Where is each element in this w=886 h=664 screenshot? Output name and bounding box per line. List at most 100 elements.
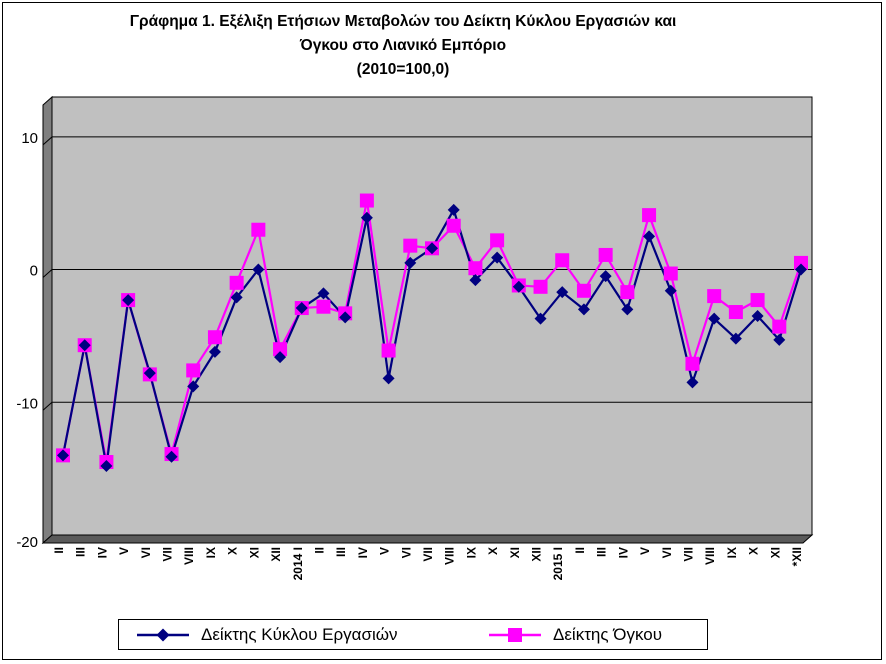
x-tick-label: VII <box>161 547 175 562</box>
data-point-volume <box>685 356 700 371</box>
data-point-turnover <box>773 333 786 346</box>
data-point-turnover <box>230 291 243 304</box>
x-tick-label: XII <box>530 547 544 562</box>
data-point-turnover <box>469 274 482 287</box>
chart-title-line-1: Γράφημα 1. Εξέλιξη Ετήσιων Μεταβολών του… <box>129 13 677 30</box>
x-tick-label: *XII <box>790 547 804 566</box>
data-point-volume <box>663 266 678 281</box>
gridline-side <box>42 269 53 278</box>
y-tick-label: 10 <box>21 130 38 147</box>
data-point-volume <box>642 208 657 223</box>
data-point-turnover <box>78 339 91 352</box>
data-point-volume <box>490 233 505 248</box>
x-tick-label: II <box>52 547 66 554</box>
data-point-turnover <box>317 287 330 300</box>
data-point-turnover <box>708 312 721 325</box>
data-point-turnover <box>100 459 113 472</box>
x-tick-label: XI <box>768 547 782 558</box>
x-tick-label: X <box>226 547 240 555</box>
data-point-turnover <box>360 211 373 224</box>
data-point-volume <box>620 285 635 300</box>
data-point-turnover <box>447 203 460 216</box>
data-point-turnover <box>187 380 200 393</box>
x-tick-label: IX <box>464 547 478 558</box>
gridline-side <box>42 401 53 411</box>
x-tick-label: 2014 I <box>291 547 305 580</box>
x-tick-label: II <box>312 547 326 554</box>
x-tick-label: V <box>117 547 131 555</box>
data-point-volume <box>707 289 722 304</box>
x-tick-label: VIII <box>443 547 457 565</box>
data-point-turnover <box>512 280 525 293</box>
data-point-volume <box>381 343 396 358</box>
x-tick-label: VI <box>139 547 153 558</box>
chart-legend: Δείκτης Κύκλου Εργασιών Δείκτης Όγκου <box>118 619 708 650</box>
data-point-volume <box>316 299 331 314</box>
x-tick-label: VI <box>399 547 413 558</box>
x-tick-label: X <box>747 547 761 555</box>
legend-swatch-volume <box>489 627 541 642</box>
data-point-volume <box>598 247 613 262</box>
data-point-turnover <box>577 303 590 316</box>
y-tick-label: -10 <box>16 395 38 412</box>
data-point-turnover <box>491 251 504 264</box>
data-point-turnover <box>382 372 395 385</box>
data-point-volume <box>229 275 244 290</box>
legend-item-volume: Δείκτης Όγκου <box>487 620 662 649</box>
data-point-turnover <box>295 302 308 315</box>
data-point-volume <box>750 293 765 308</box>
data-point-volume <box>533 279 548 294</box>
data-point-turnover <box>556 286 569 299</box>
data-point-turnover <box>165 450 178 463</box>
data-point-turnover <box>751 310 764 322</box>
x-tick-label: IV <box>95 547 109 558</box>
x-tick-label: XI <box>247 547 261 558</box>
x-tick-label: XII <box>269 547 283 562</box>
x-tick-label: XI <box>508 547 522 558</box>
legend-label-volume: Δείκτης Όγκου <box>553 624 663 644</box>
x-tick-label: II <box>573 547 587 554</box>
data-point-turnover <box>122 294 135 307</box>
x-tick-label: VIII <box>703 547 717 565</box>
x-tick-label: VII <box>421 547 435 562</box>
y-tick-label: -20 <box>16 534 38 551</box>
data-point-turnover <box>252 263 265 276</box>
x-tick-label: VII <box>681 547 695 562</box>
data-point-volume <box>359 193 374 208</box>
data-point-turnover <box>339 311 352 324</box>
data-point-volume <box>207 330 222 345</box>
data-point-volume <box>446 218 461 233</box>
legend-label-turnover: Δείκτης Κύκλου Εργασιών <box>201 624 398 644</box>
x-tick-label: X <box>486 547 500 555</box>
data-point-volume <box>273 342 288 357</box>
legend-swatch-turnover <box>137 628 189 641</box>
data-point-volume <box>403 238 418 253</box>
legend-item-turnover: Δείκτης Κύκλου Εργασιών <box>135 620 398 649</box>
data-point-turnover <box>208 345 221 358</box>
gridline-side <box>42 136 53 146</box>
x-tick-label: VI <box>660 547 674 558</box>
x-tick-label: IV <box>616 547 630 558</box>
data-point-turnover <box>274 351 287 364</box>
data-point-volume <box>555 253 570 268</box>
x-tick-label: III <box>334 547 348 557</box>
x-tick-label: IX <box>204 547 218 558</box>
y-tick-label: 0 <box>30 263 38 280</box>
x-tick-label: V <box>378 547 392 555</box>
data-point-turnover <box>643 230 656 243</box>
data-point-volume <box>772 319 787 334</box>
data-point-volume <box>794 255 808 270</box>
data-point-turnover <box>729 332 742 345</box>
data-point-volume <box>468 261 483 276</box>
data-point-turnover <box>621 303 634 316</box>
data-point-volume <box>251 222 266 237</box>
data-point-turnover <box>664 284 677 297</box>
x-tick-label: IV <box>356 547 370 558</box>
data-point-volume <box>186 363 201 378</box>
x-tick-label: V <box>638 547 652 555</box>
data-point-turnover <box>143 367 156 380</box>
plot-floor <box>41 534 814 544</box>
plot-area <box>51 96 813 536</box>
chart-title-line-2: Όγκου στο Λιανικό Εμπόριο <box>299 37 507 54</box>
